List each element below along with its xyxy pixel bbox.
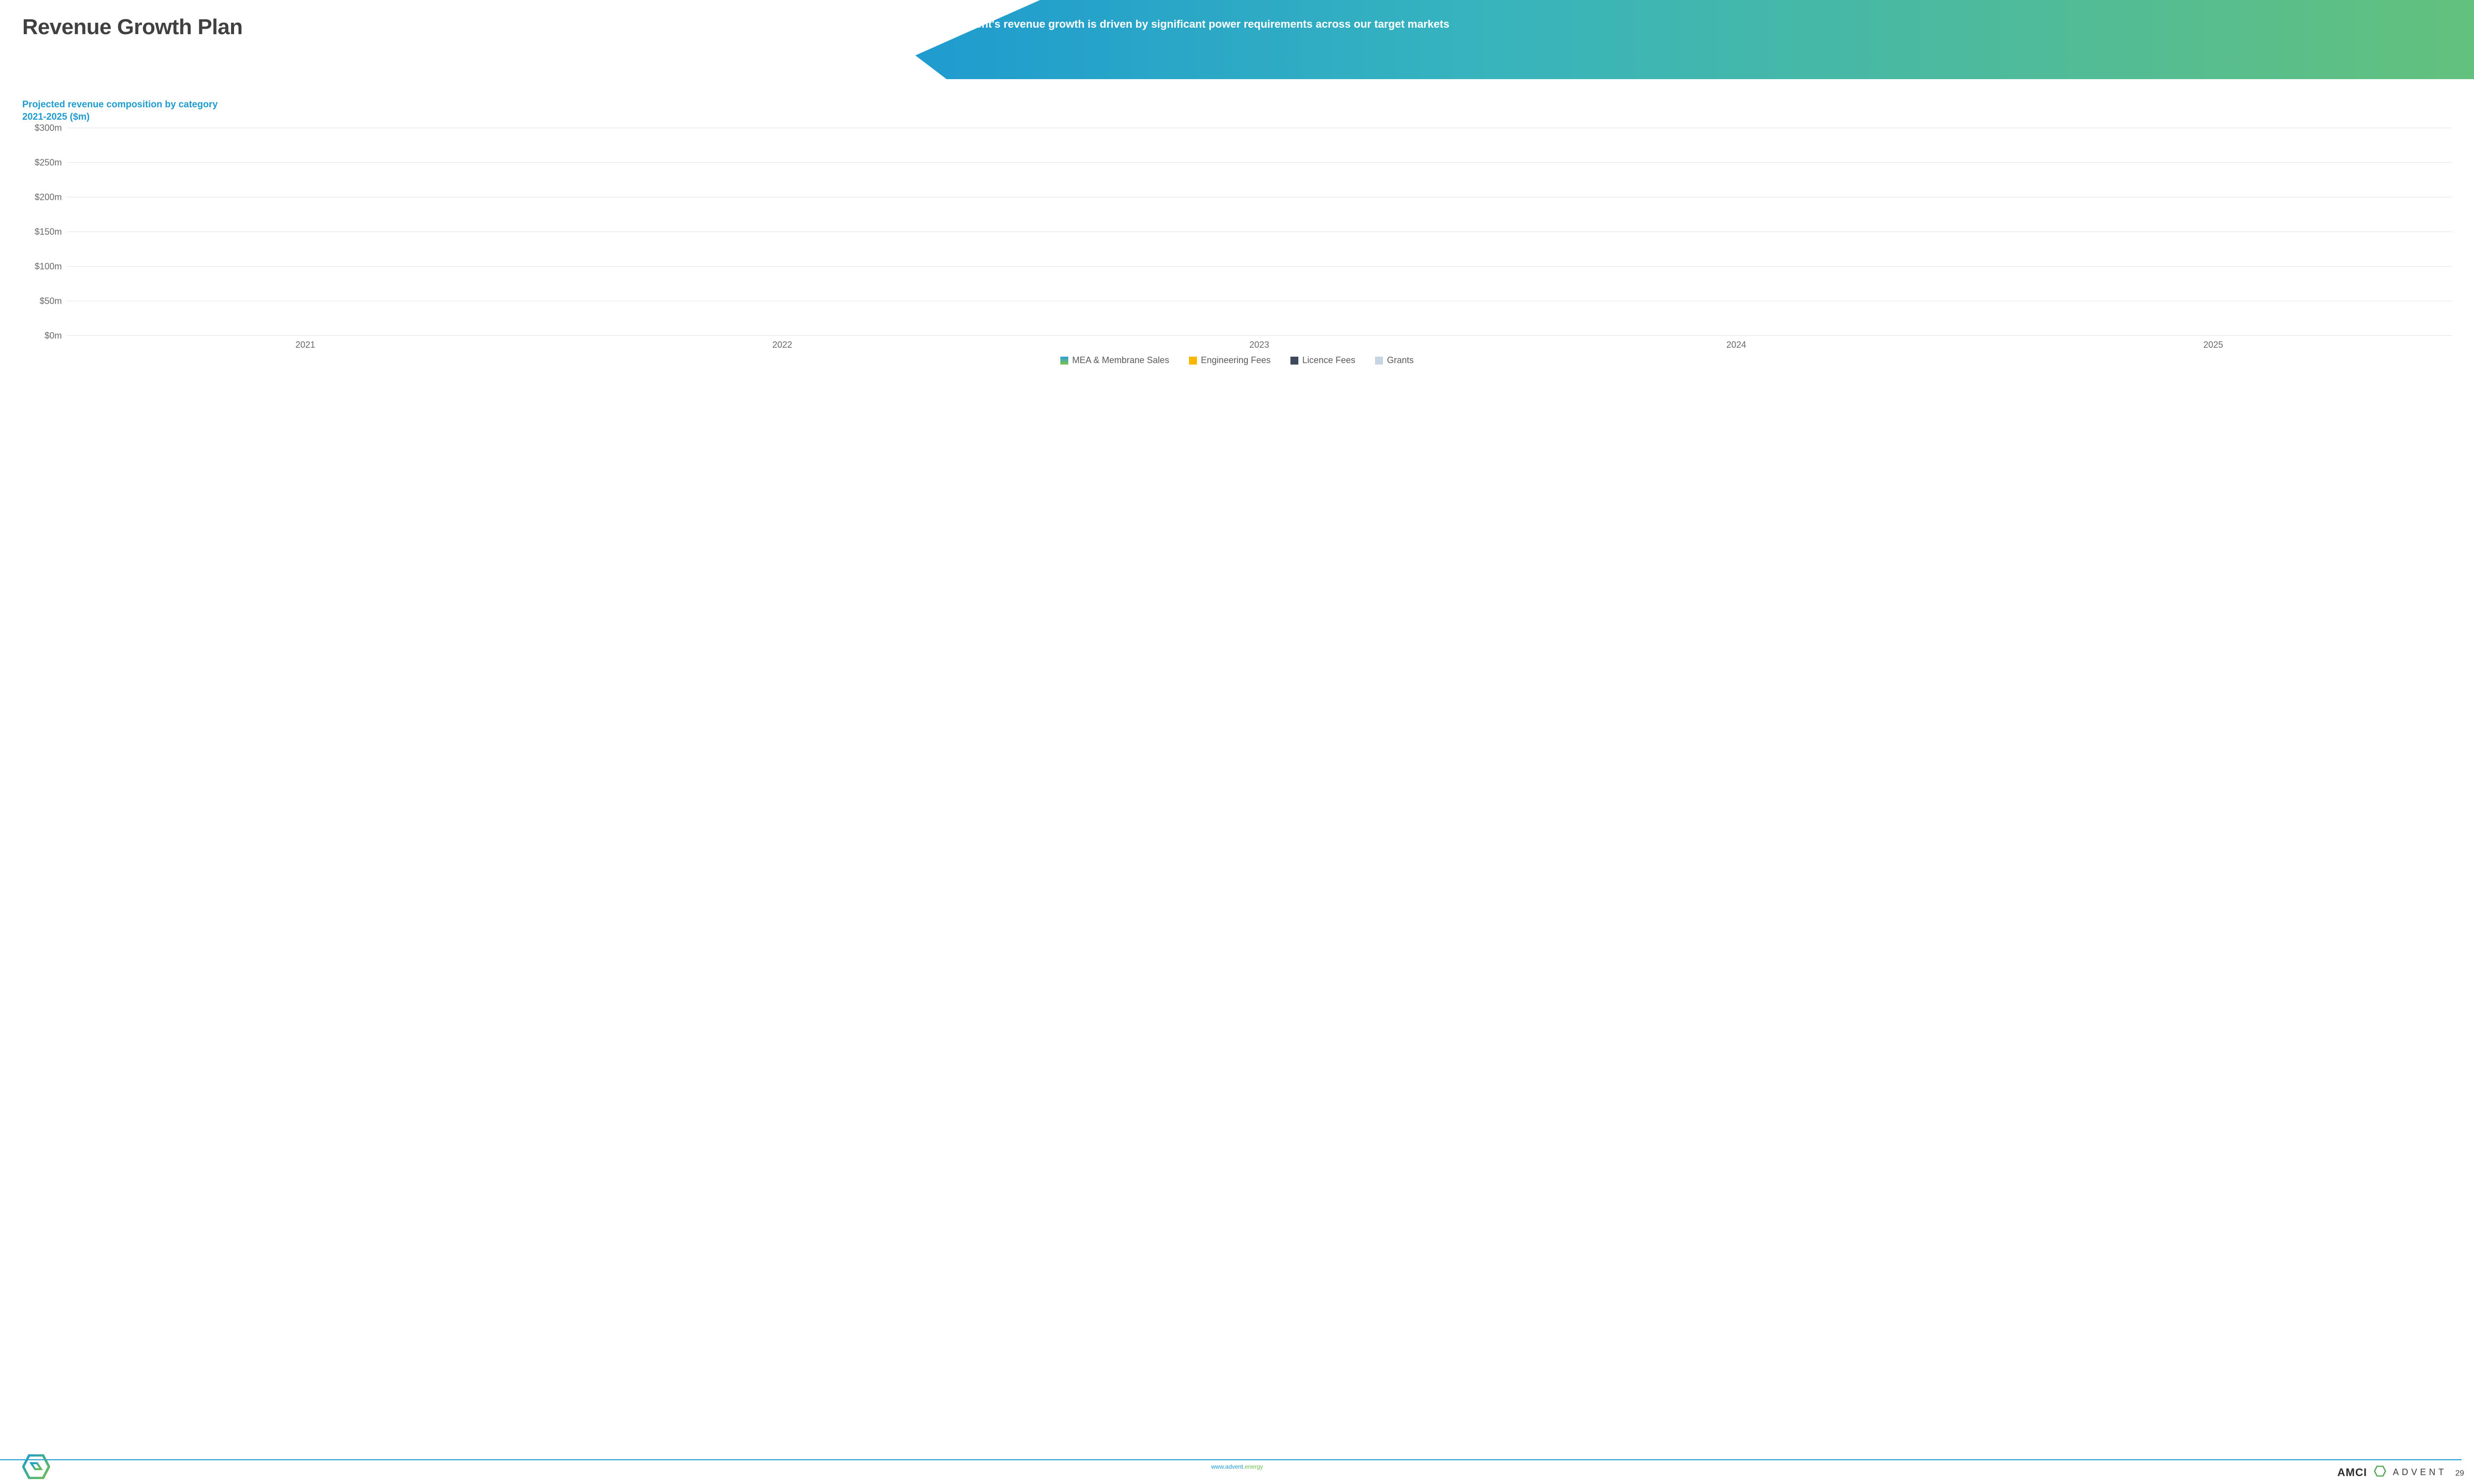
footer-url-suffix: .energy [1243,1463,1263,1470]
legend-item-grant: Grants [1375,355,1414,366]
chart-plot [67,128,2452,336]
y-axis-tick: $250m [22,158,62,168]
x-axis: 2021 2022 2023 2024 2025 [67,340,2452,350]
slide-footer: www.advent.energy AMCI ADVENT 29 [0,1459,2474,1484]
legend-label: MEA & Membrane Sales [1072,355,1169,366]
footer-url-main: www.advent [1211,1463,1243,1470]
x-axis-tick: 2025 [2058,340,2369,350]
advent-mini-hex-icon [2374,1466,2386,1479]
page-number: 29 [2455,1469,2464,1478]
legend-label: Engineering Fees [1201,355,1271,366]
y-axis-tick: $50m [22,296,62,307]
y-axis-tick: $100m [22,262,62,272]
x-axis-tick: 2024 [1581,340,1892,350]
bars-container [67,128,2452,336]
advent-hex-icon [22,1454,50,1482]
header-banner: Advent's revenue growth is driven by sig… [915,0,2474,79]
x-axis-tick: 2021 [150,340,461,350]
banner-text: Advent's revenue growth is driven by sig… [955,16,2449,32]
legend-item-lic: Licence Fees [1290,355,1355,366]
legend-swatch-icon [1060,357,1068,365]
chart-area: $0m$50m$100m$150m$200m$250m$300m [22,128,2452,336]
slide: Advent's revenue growth is driven by sig… [0,0,2474,1484]
chart-subtitle-line2: 2021-2025 ($m) [22,112,90,122]
gridline [67,266,2452,267]
x-axis-labels: 2021 2022 2023 2024 2025 [67,340,2452,350]
x-axis-tick: 2023 [1104,340,1415,350]
y-axis-tick: $300m [22,123,62,134]
y-axis-tick: $0m [22,331,62,341]
legend-label: Licence Fees [1302,355,1355,366]
legend-item-mea: MEA & Membrane Sales [1060,355,1169,366]
legend-swatch-icon [1290,357,1298,365]
legend-swatch-icon [1375,357,1383,365]
legend-swatch-icon [1189,357,1197,365]
footer-rule [0,1459,2462,1460]
gridline [67,335,2452,336]
legend-item-eng: Engineering Fees [1189,355,1271,366]
footer-url: www.advent.energy [1211,1463,1263,1470]
y-axis: $0m$50m$100m$150m$200m$250m$300m [22,128,67,336]
chart-subtitle-line1: Projected revenue composition by categor… [22,99,218,110]
gridline [67,162,2452,163]
amci-logo-text: AMCI [2337,1466,2367,1479]
y-axis-tick: $200m [22,192,62,203]
footer-brands: AMCI ADVENT [2337,1466,2447,1479]
legend-label: Grants [1387,355,1414,366]
x-axis-tick: 2022 [627,340,938,350]
chart-legend: MEA & Membrane Sales Engineering Fees Lice… [22,355,2452,366]
chart-subtitle: Projected revenue composition by categor… [22,99,2452,123]
advent-logo-text: ADVENT [2393,1467,2447,1478]
y-axis-tick: $150m [22,227,62,237]
